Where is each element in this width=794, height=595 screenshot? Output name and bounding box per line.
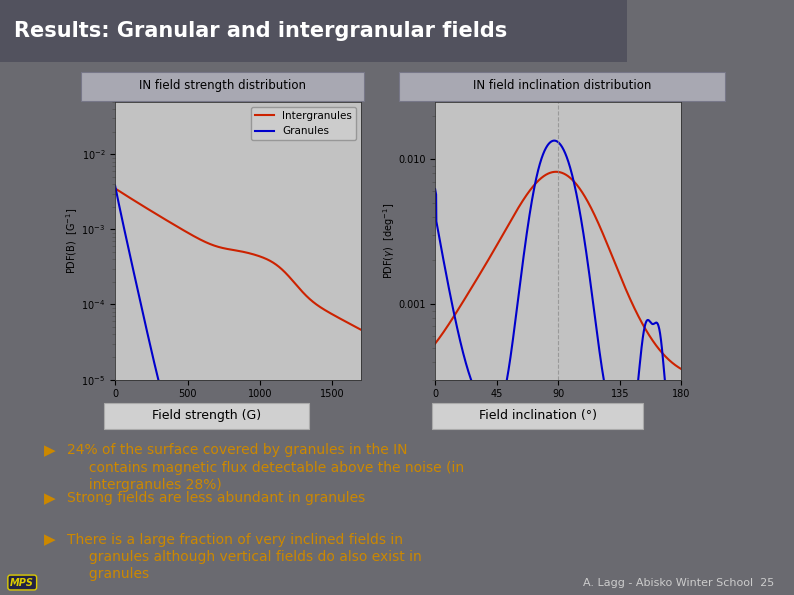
FancyBboxPatch shape: [399, 72, 725, 101]
Y-axis label: PDF(B)  [G$^{-1}$]: PDF(B) [G$^{-1}$]: [64, 208, 80, 274]
Bar: [0, 0, 627, 62]
Granules: [110, 182, 120, 189]
FancyBboxPatch shape: [81, 72, 364, 101]
Legend: Intergranules, Granules: Intergranules, Granules: [251, 107, 356, 140]
Text: Field inclination (°): Field inclination (°): [479, 409, 596, 422]
Intergranules: [224, 246, 233, 253]
Granules: [230, 451, 240, 458]
Granules: [349, 451, 359, 458]
Text: Field strength (G): Field strength (G): [152, 409, 261, 422]
Text: IN field strength distribution: IN field strength distribution: [139, 79, 306, 92]
Intergranules: [110, 185, 120, 192]
Granules: [304, 451, 314, 458]
Text: IN field inclination distribution: IN field inclination distribution: [472, 79, 651, 92]
Text: ▶: ▶: [44, 533, 56, 547]
Granules: [123, 241, 133, 248]
Text: There is a large fraction of very inclined fields in
     granules although vert: There is a large fraction of very inclin…: [67, 533, 422, 581]
FancyBboxPatch shape: [104, 403, 309, 429]
Granules: [357, 451, 366, 458]
Line: Intergranules: Intergranules: [115, 189, 361, 330]
FancyBboxPatch shape: [432, 403, 643, 429]
Line: Granules: Granules: [115, 186, 361, 455]
Granules: [349, 451, 359, 458]
Intergranules: [349, 322, 359, 330]
Granules: [224, 451, 233, 458]
Intergranules: [349, 322, 359, 330]
Text: ▶: ▶: [44, 491, 56, 506]
Text: A. Lagg - Abisko Winter School  25: A. Lagg - Abisko Winter School 25: [583, 578, 774, 587]
Text: Results: Granular and intergranular fields: Results: Granular and intergranular fiel…: [14, 21, 507, 41]
Intergranules: [230, 247, 240, 254]
Y-axis label: PDF($\gamma$)  [deg$^{-1}$]: PDF($\gamma$) [deg$^{-1}$]: [380, 202, 396, 279]
Intergranules: [357, 326, 366, 333]
Text: ▶: ▶: [44, 443, 56, 458]
Text: 24% of the surface covered by granules in the IN
     contains magnetic flux det: 24% of the surface covered by granules i…: [67, 443, 464, 492]
Intergranules: [304, 295, 314, 302]
Intergranules: [123, 193, 133, 200]
Text: Strong fields are less abundant in granules: Strong fields are less abundant in granu…: [67, 491, 366, 505]
Text: MPS: MPS: [10, 578, 34, 587]
